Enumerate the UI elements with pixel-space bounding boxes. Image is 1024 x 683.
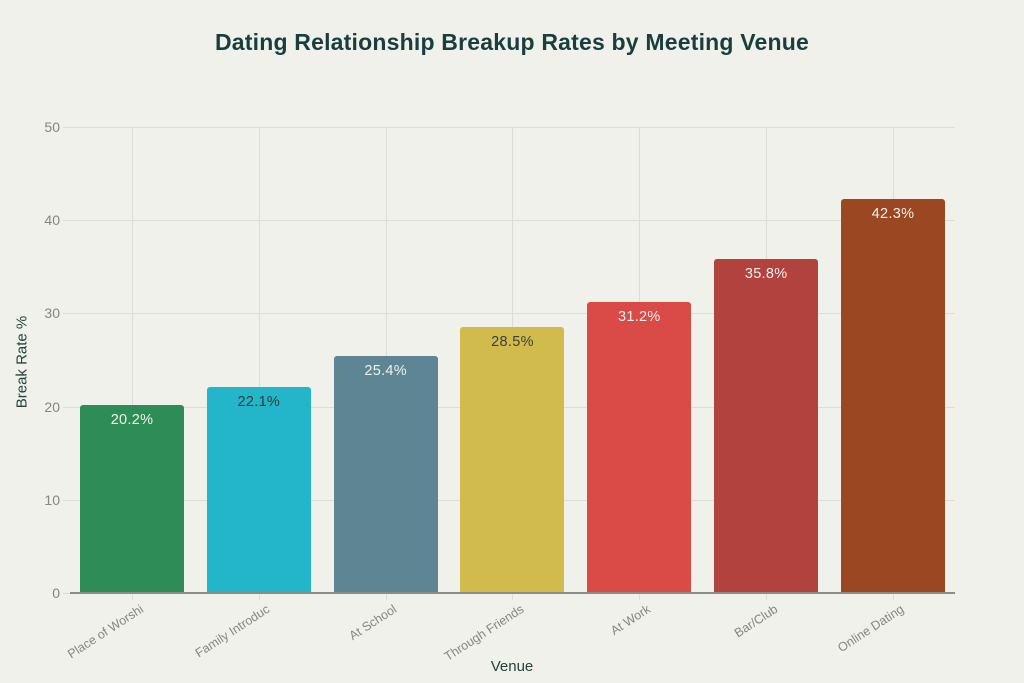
x-tick-label: Family Introduc [193, 602, 273, 661]
bar-through-friends: 28.5% [460, 327, 565, 593]
x-tick-mark [258, 594, 260, 600]
y-tick-label: 10 [44, 491, 60, 508]
bar-at-school: 25.4% [333, 356, 438, 593]
x-tick-mark [639, 594, 641, 600]
y-tick-mark [63, 406, 70, 408]
bar-value-label: 42.3% [871, 205, 915, 222]
y-tick-mark [63, 220, 70, 222]
bar-family-introduc: 22.1% [206, 387, 311, 593]
x-tick-label: At Work [608, 602, 653, 638]
y-tick-label: 40 [44, 212, 60, 229]
y-axis-label: Break Rate % [13, 315, 31, 409]
bar-value-label: 22.1% [237, 394, 281, 411]
x-tick-mark [766, 594, 768, 600]
y-tick-mark [63, 499, 70, 501]
y-tick-label: 0 [52, 585, 60, 601]
bar-online-dating: 42.3% [840, 198, 945, 593]
y-tick-label: 50 [44, 119, 60, 135]
x-tick-label: Online Dating [835, 602, 907, 655]
bar-value-label: 28.5% [491, 334, 534, 351]
v-gridline [258, 127, 260, 593]
x-tick-mark [892, 594, 894, 600]
y-tick-label: 30 [44, 305, 60, 322]
v-gridline [132, 127, 133, 593]
bar-place-of-worshi: 20.2% [80, 404, 184, 593]
y-tick-label: 20 [44, 398, 60, 415]
bar-value-label: 20.2% [110, 411, 154, 428]
x-tick-mark [385, 594, 387, 600]
bar-value-label: 25.4% [364, 363, 407, 380]
y-tick-mark [63, 127, 70, 128]
x-tick-mark [512, 594, 514, 600]
bar-value-label: 31.2% [618, 309, 661, 326]
bar-at-work: 31.2% [587, 302, 692, 593]
x-tick-label: At School [346, 602, 400, 643]
x-tick-label: Through Friends [441, 602, 527, 664]
y-tick-mark [63, 313, 70, 315]
x-axis-label: Venue [490, 658, 534, 675]
x-tick-label: Place of Worshi [64, 602, 146, 662]
y-tick-mark [63, 593, 70, 594]
bar-bar-club: 35.8% [714, 259, 819, 593]
chart-title: Dating Relationship Breakup Rates by Mee… [214, 29, 810, 55]
bar-value-label: 35.8% [744, 266, 788, 283]
x-tick-label: Bar/Club [731, 602, 780, 641]
x-axis-line [70, 592, 955, 594]
x-tick-mark [132, 594, 133, 600]
